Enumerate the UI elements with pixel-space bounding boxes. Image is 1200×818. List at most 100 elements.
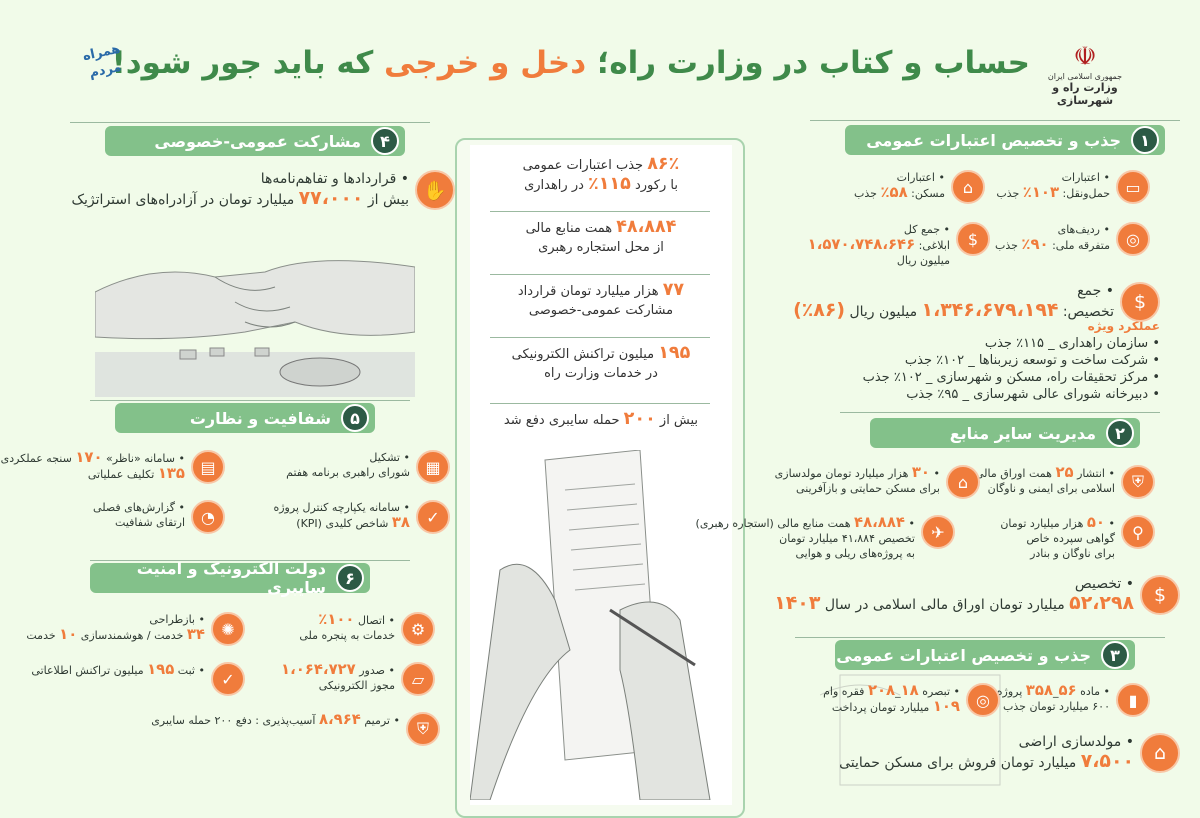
campaign-logo-text: همراه مردم <box>81 41 123 82</box>
item-line: مشارکت عمومی-خصوصی <box>475 301 727 320</box>
money-hand-icon: $ <box>956 222 990 256</box>
shield-lock-icon: ⛨ <box>1121 465 1155 499</box>
text-segment: صدور <box>355 664 385 677</box>
item-line: جمع کل <box>806 222 950 237</box>
special-performance: عملکرد ویژه سازمان راهداری _ ۱۱۵٪ جذب شر… <box>840 318 1160 403</box>
text-segment: ترمیم <box>360 714 390 727</box>
highlight-value: ۱۳۵ <box>157 464 185 482</box>
item-line: جمع <box>793 282 1114 301</box>
item-line: ۱۰۹ میلیارد تومان پرداخت <box>823 699 960 715</box>
text-segment: از محل استجاره رهبری <box>538 240 664 255</box>
section-title: جذب و تخصیص اعتبارات عمومی <box>836 645 1091 665</box>
text-segment: ردیف‌های <box>1057 223 1100 236</box>
document-hand-illustration <box>820 674 1001 786</box>
highlight-value: ۱۰ <box>59 625 78 643</box>
item-text: گزارش‌های فصلی ارتقای شفافیت <box>93 500 185 530</box>
divider <box>70 122 430 123</box>
dashboard-icon: ▤ <box>191 450 225 484</box>
highlight-value: ۷۷،۰۰۰ <box>298 187 364 209</box>
summary-divider <box>490 337 710 338</box>
text-segment: هزار میلیارد تومان قرارداد <box>517 284 663 299</box>
highlight-value: ۱۹۵ <box>147 660 175 678</box>
text-segment: فقره وام <box>823 685 868 698</box>
highlight-value: ۱۰۳٪ <box>1022 183 1060 201</box>
text-segment: تخصیص: <box>1058 304 1114 320</box>
page-title: حساب و کتاب در وزارت راه؛ دخل و خرجی که … <box>112 45 1030 81</box>
item-line: ۵۰ هزار میلیارد تومان <box>1000 515 1115 531</box>
s5-stat-item: ◔ گزارش‌های فصلی ارتقای شفافیت <box>60 500 225 534</box>
gear-connect-icon: ⚙ <box>401 612 435 646</box>
shield-lock-icon: ⛨ <box>406 712 440 746</box>
divider <box>840 412 1160 413</box>
summary-item: بیش از ۲۰۰ حمله سایبری دفع شد <box>475 410 727 430</box>
iran-emblem-icon: ☫ <box>1073 42 1097 72</box>
item-line: ردیف‌های <box>995 222 1110 237</box>
text-segment: جذب اعتبارات عمومی <box>522 158 648 173</box>
divider <box>90 560 410 561</box>
item-line: با رکورد ۱۱۵٪ در راهداری <box>475 175 727 195</box>
s6-stat-item: ⛨ ترمیم ۸،۹۶۴ آسیب‌پذیری : دفع ۲۰۰ حمله س… <box>100 712 440 746</box>
item-line: در خدمات وزارت راه <box>475 364 727 383</box>
text-segment: برای مسکن حمایتی و بازآفرینی <box>796 482 940 495</box>
section-1-header: ۱ جذب و تخصیص اعتبارات عمومی <box>845 125 1165 155</box>
text-segment: شورای راهبری برنامه هفتم <box>286 466 410 479</box>
s2-stat-item: ✈۴۸،۸۸۴ همت منابع مالی (استجاره رهبری)تخ… <box>696 515 955 561</box>
item-line: ماده ۵۶_۳۵۸ پروژه <box>997 683 1110 699</box>
text-segment: هزار میلیارد تومان مولدسازی <box>774 467 912 480</box>
item-text: ۴۸،۸۸۴ همت منابع مالی (استجاره رهبری)تخص… <box>696 515 915 561</box>
text-segment: تخصیص ۴۱،۸۸۴ میلیارد تومان <box>779 532 915 545</box>
highlight-value: ۱،۳۴۶،۶۷۹،۱۹۴ <box>921 299 1059 321</box>
item-line: ترمیم ۸،۹۶۴ آسیب‌پذیری : دفع ۲۰۰ حمله سا… <box>151 712 400 728</box>
item-text: اتصال ۱۰۰٪خدمات به پنجره ملی <box>299 612 395 643</box>
text-segment: متفرقه ملی: <box>1048 239 1110 252</box>
campaign-logo: همراه مردم <box>69 38 140 100</box>
text-segment: سنجه عملکردی <box>0 452 76 465</box>
highlight-value: ۲۰۰ <box>623 409 656 429</box>
item-line: تخصیص <box>774 575 1134 594</box>
item-line: تخصیص ۴۱،۸۸۴ میلیارد تومان <box>696 531 915 546</box>
text-segment: _ <box>895 685 901 698</box>
highlight-value: ۷۷ <box>662 280 685 300</box>
s1-stat-item: $ جمع تخصیص: ۱،۳۴۶،۶۷۹،۱۹۴ میلیون ریال (۸۶… <box>793 282 1160 322</box>
section-number: ۴ <box>371 127 399 155</box>
item-line: تشکیل <box>286 450 410 465</box>
text-segment: خدمت / هوشمندسازی <box>77 629 187 642</box>
item-line: به پروژه‌های ریلی و هوایی <box>696 546 916 561</box>
item-text: ثبت ۱۹۵ میلیون تراکنش اطلاعاتی <box>31 662 205 678</box>
item-line: گواهی سپرده خاص <box>1000 531 1115 546</box>
section-title: مشارکت عمومی-خصوصی <box>154 131 361 151</box>
highlight-value: ۳۰ <box>911 463 930 481</box>
item-line: برای ناوگان و بنادر <box>1000 546 1115 561</box>
text-segment: در راهداری <box>524 178 589 193</box>
highlight-value: ۳۴ <box>186 625 205 643</box>
item-line: حمل‌ونقل: ۱۰۳٪ جذب <box>996 185 1110 201</box>
item-line: صدور ۱،۰۶۴،۷۲۷ <box>281 662 395 678</box>
item-line: ابلاغی: ۱،۵۷۰،۷۴۸،۶۴۶ میلیون ریال <box>806 237 950 268</box>
item-line: اعتبارات <box>854 170 945 185</box>
highlight-value: ۸۶٪ <box>647 154 680 174</box>
text-segment: مسکن: <box>907 187 945 200</box>
summary-divider <box>490 403 710 404</box>
text-segment: حمله سایبری دفع شد <box>503 413 624 428</box>
item-line: تبصره ۱۸_۲۰۸ فقره وام <box>823 683 960 699</box>
text-segment: گواهی سپرده خاص <box>1026 532 1115 545</box>
text-segment: پروژه <box>996 685 1026 698</box>
item-text: جمع تخصیص: ۱،۳۴۶،۶۷۹،۱۹۴ میلیون ریال (۸۶٪… <box>793 282 1114 322</box>
item-line: ثبت ۱۹۵ میلیون تراکنش اطلاعاتی <box>31 662 205 678</box>
text-segment: میلیارد تومان فروش برای مسکن حمایتی <box>839 755 1081 771</box>
